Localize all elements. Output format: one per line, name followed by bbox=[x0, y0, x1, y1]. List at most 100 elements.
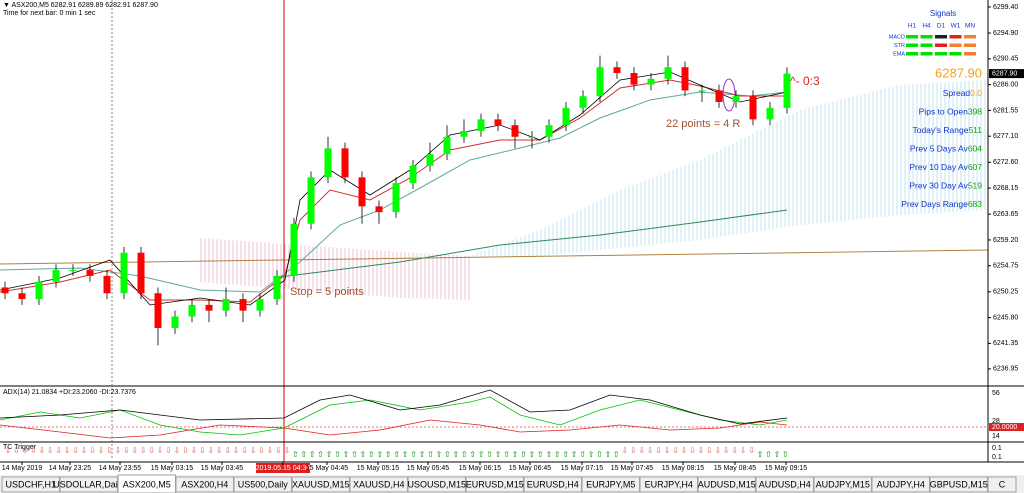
tab-label[interactable]: AUDUSD,M15 bbox=[698, 479, 756, 489]
y-tick-label: 6286.00 bbox=[993, 81, 1018, 88]
x-tick-label: 15 May 04:45 bbox=[306, 465, 349, 472]
candle-body bbox=[324, 148, 332, 178]
candle-body bbox=[35, 281, 43, 300]
candle-body bbox=[732, 96, 740, 103]
current-price-box bbox=[989, 69, 1024, 79]
trigger-arrow: ⇧ bbox=[376, 450, 383, 459]
x-tick-label: 15 May 06:15 bbox=[459, 465, 502, 472]
signals-row: EMA bbox=[893, 51, 905, 57]
candle-body bbox=[647, 78, 655, 85]
x-tick-label: 15 May 06:45 bbox=[509, 465, 552, 472]
tab-label[interactable]: AUDJPY,H4 bbox=[877, 479, 925, 489]
trigger-arrow: ⇩ bbox=[233, 446, 240, 455]
info-value: 683 bbox=[968, 199, 982, 209]
trigger-arrow: ⇩ bbox=[207, 446, 214, 455]
adx-tick: 56 bbox=[992, 390, 1000, 397]
signal-cell bbox=[920, 43, 933, 47]
trigger-arrow: ⇩ bbox=[89, 446, 96, 455]
candle-body bbox=[171, 316, 179, 329]
tab-label[interactable]: XAUUSD,M15 bbox=[292, 479, 350, 489]
x-tick-label: 15 May 05:45 bbox=[407, 465, 450, 472]
adx-main bbox=[0, 389, 788, 425]
trigger-arrow: ⇧ bbox=[765, 450, 772, 459]
trigger-arrow: ⇩ bbox=[30, 446, 37, 455]
signal-cell bbox=[949, 52, 962, 56]
tab-label[interactable]: AUDJPY,M15 bbox=[816, 479, 870, 489]
tab-label[interactable]: XAUUSD,H4 bbox=[353, 479, 405, 489]
trigger-arrow: ⇧ bbox=[562, 450, 569, 459]
candle-body bbox=[766, 107, 774, 120]
tab-label[interactable]: USDCHF,H1 bbox=[5, 479, 56, 489]
trigger-arrow: ⇧ bbox=[444, 450, 451, 459]
adx-level-label: 20.0000 bbox=[992, 424, 1017, 431]
trigger-arrow: ⇩ bbox=[5, 446, 12, 455]
signal-cell bbox=[964, 52, 976, 56]
candle-body bbox=[239, 299, 247, 311]
tab-label[interactable]: EURJPY,M5 bbox=[586, 479, 635, 489]
trigger-arrow: ⇧ bbox=[478, 450, 485, 459]
trigger-arrow: ⇩ bbox=[22, 446, 29, 455]
tab-label[interactable]: EURUSD,H4 bbox=[527, 479, 579, 489]
x-tick-label: 15 May 07:15 bbox=[561, 465, 604, 472]
trigger-arrow: ⇧ bbox=[495, 450, 502, 459]
y-tick-label: 6254.75 bbox=[993, 263, 1018, 270]
info-row: Prev 5 Days Av604 bbox=[910, 144, 982, 154]
tab-label[interactable]: USOUSD,M15 bbox=[407, 479, 466, 489]
bar-timer: Time for next bar: 0 min 1 sec bbox=[3, 10, 96, 17]
trigger-arrow: ⇧ bbox=[461, 450, 468, 459]
x-tick-label: 14 May 2019 bbox=[2, 465, 43, 472]
trigger-arrow: ⇧ bbox=[334, 450, 341, 459]
candle-body bbox=[715, 90, 723, 103]
trigger-arrow: ⇩ bbox=[250, 446, 257, 455]
trigger-arrow: ⇩ bbox=[258, 446, 265, 455]
trigger-arrow: ⇩ bbox=[106, 446, 113, 455]
info-row: Spread0.0 bbox=[943, 88, 983, 98]
candle-body bbox=[256, 299, 264, 311]
candle-body bbox=[205, 304, 213, 311]
trigger-arrow: ⇧ bbox=[613, 450, 620, 459]
trigger-arrow: ⇩ bbox=[216, 446, 223, 455]
info-label: Spread bbox=[943, 88, 971, 98]
tab[interactable] bbox=[987, 476, 1017, 493]
y-tick-label: 6250.25 bbox=[993, 289, 1018, 296]
tab-label[interactable]: GBPUSD,M15 bbox=[930, 479, 988, 489]
x-tick-label: 2019.05.15 04:30 bbox=[256, 465, 311, 472]
info-value: 511 bbox=[968, 125, 982, 135]
y-tick-label: 6245.80 bbox=[993, 314, 1018, 321]
candle-body bbox=[188, 304, 196, 317]
candle-body bbox=[443, 136, 451, 155]
tab-label[interactable]: US500,Daily bbox=[238, 479, 289, 489]
trigger-arrow: ⇩ bbox=[182, 446, 189, 455]
tab-label[interactable]: EURJPY,H4 bbox=[645, 479, 693, 489]
y-tick-label: 6259.20 bbox=[993, 237, 1018, 244]
candle-body bbox=[681, 67, 689, 91]
trigger-arrow: ⇧ bbox=[410, 450, 417, 459]
trigger-arrow: ⇧ bbox=[360, 450, 367, 459]
candle-body bbox=[630, 73, 638, 85]
candle-body bbox=[749, 96, 757, 120]
candle-body bbox=[698, 90, 706, 92]
tab-label[interactable]: AUDUSD,H4 bbox=[759, 479, 811, 489]
candle-body bbox=[392, 183, 400, 213]
tab-label[interactable]: USDOLLAR,Daily bbox=[53, 479, 125, 489]
adx-level-box bbox=[989, 423, 1024, 431]
tab-label[interactable]: ASX200,H4 bbox=[181, 479, 228, 489]
tab-label[interactable]: EURUSD,M15 bbox=[466, 479, 524, 489]
trigger-arrow: ⇧ bbox=[317, 450, 324, 459]
signal-cell bbox=[906, 52, 918, 56]
trigger-arrow: ⇧ bbox=[427, 450, 434, 459]
candle-body bbox=[307, 177, 315, 224]
tab-label[interactable]: C bbox=[999, 479, 1006, 489]
signals-column: D1 bbox=[937, 23, 946, 30]
trigger-arrow: ⇧ bbox=[419, 450, 426, 459]
trigger-title: TC Trigger bbox=[3, 444, 37, 451]
trigger-arrow: ⇧ bbox=[529, 450, 536, 459]
candle-body bbox=[460, 130, 468, 137]
cursor-time-box bbox=[256, 463, 310, 473]
candle-body bbox=[664, 67, 672, 79]
trigger-arrow: ⇧ bbox=[402, 450, 409, 459]
candle-body bbox=[222, 299, 230, 311]
tab-label[interactable]: ASX200,M5 bbox=[123, 479, 171, 489]
ma-slow bbox=[279, 209, 788, 278]
